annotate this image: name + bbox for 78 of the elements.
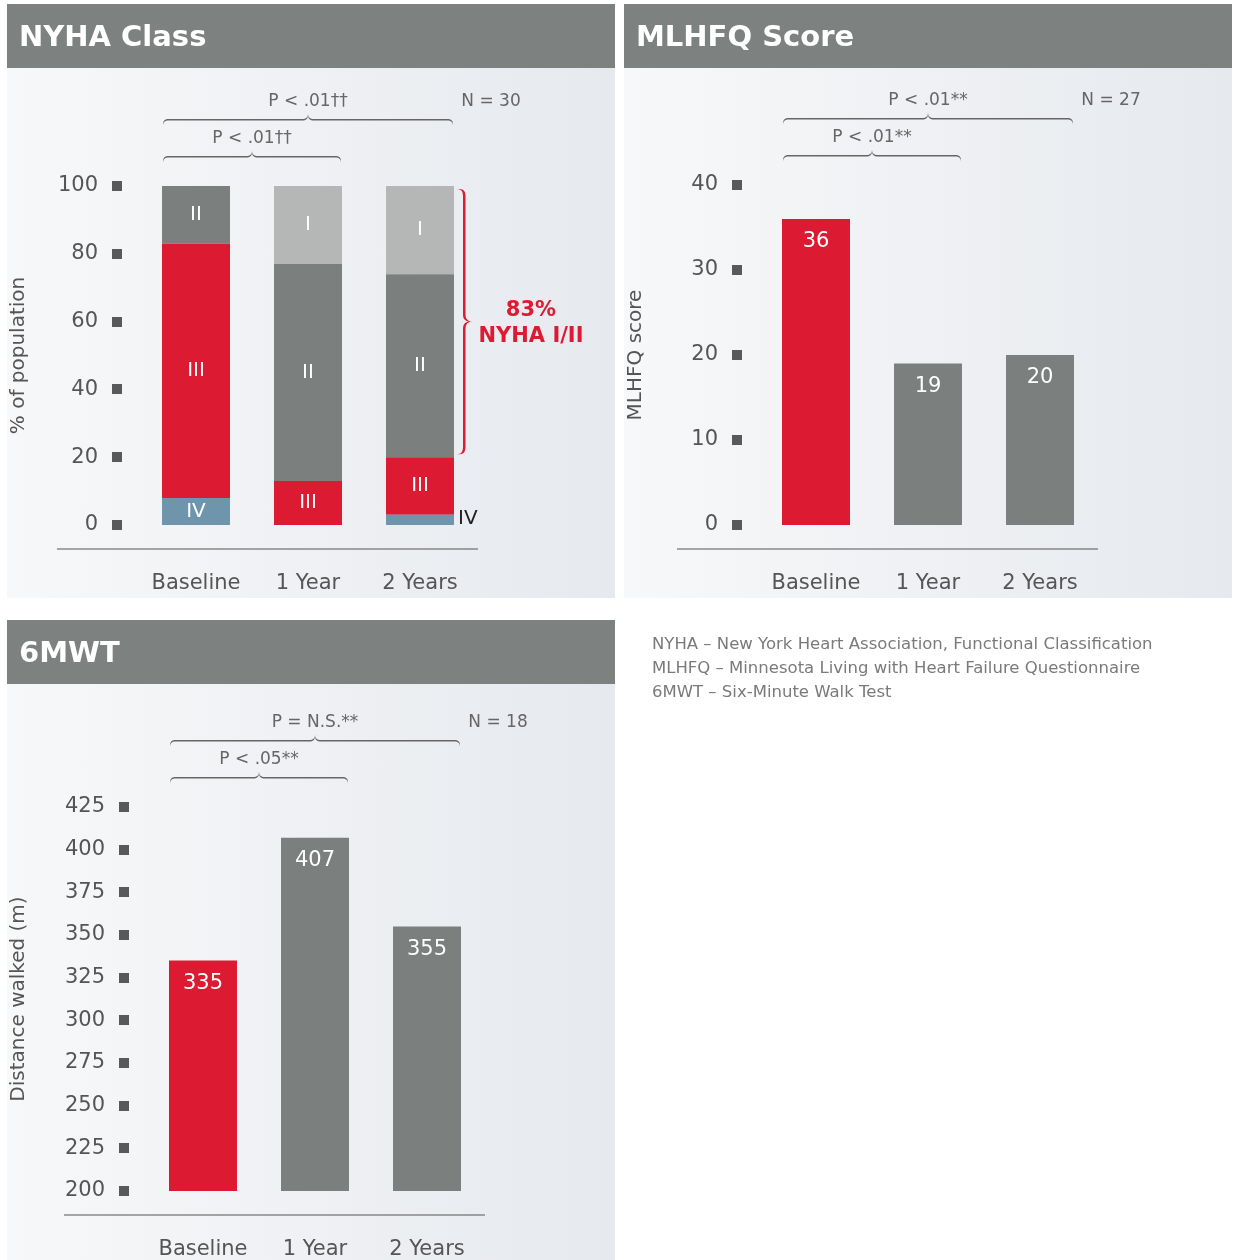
y-tick-label: 400 xyxy=(64,836,105,861)
y-axis-title: MLHFQ score xyxy=(622,289,647,421)
text: 6MWT – Six-Minute Walk Test xyxy=(652,681,893,703)
y-tick-label: 40 xyxy=(691,171,718,196)
data-label: 20 xyxy=(1026,364,1054,389)
text: P < .01** xyxy=(832,126,912,146)
data-label: 36 xyxy=(802,228,830,253)
bar xyxy=(386,186,454,275)
y-tick-label: 250 xyxy=(64,1092,105,1117)
bar xyxy=(386,457,454,515)
y-tick-label: 0 xyxy=(704,511,718,536)
y-tick-label: 300 xyxy=(64,1006,105,1031)
text: NYHA – New York Heart Association, Functional Classification xyxy=(652,633,1153,655)
bar xyxy=(782,219,850,525)
text: P < .01** xyxy=(888,89,968,109)
y-tick-label: 20 xyxy=(691,341,718,366)
text: III xyxy=(187,356,205,381)
bar xyxy=(386,514,454,525)
bar xyxy=(274,263,342,481)
series-label: II xyxy=(190,201,202,226)
y-tick-label: 200 xyxy=(64,1177,105,1202)
x-tick-label: 2 Years xyxy=(389,1236,465,1260)
x-tick-label: 2 Years xyxy=(1002,570,1078,595)
text: III xyxy=(411,472,429,497)
y-tick-label: 30 xyxy=(691,256,718,281)
y-tick-label: 0 xyxy=(84,511,98,536)
y-tick-label: 10 xyxy=(691,426,718,451)
series-label: I xyxy=(305,211,311,236)
data-label: 407 xyxy=(294,847,336,872)
y-tick-label: 325 xyxy=(64,964,105,989)
y-axis-title: Distance walked (m) xyxy=(5,896,30,1102)
bar xyxy=(274,480,342,525)
text: II xyxy=(302,358,314,383)
series-label: III xyxy=(299,489,317,514)
chart-title: 6MWT xyxy=(7,620,615,684)
y-tick-label: 20 xyxy=(71,443,98,468)
x-tick-label: Baseline xyxy=(771,570,861,595)
y-axis-title: % of population xyxy=(5,276,30,435)
y-tick-label: 375 xyxy=(64,878,105,903)
chart-title: MLHFQ Score xyxy=(624,4,1232,68)
text: II xyxy=(414,351,426,376)
text: N = 27 xyxy=(1081,89,1141,109)
bar xyxy=(386,274,454,458)
bar xyxy=(162,243,230,498)
y-tick-label: 40 xyxy=(71,375,98,400)
x-tick-label: Baseline xyxy=(151,570,241,595)
x-tick-label: Baseline xyxy=(158,1236,248,1260)
x-tick-label: 1 Year xyxy=(895,570,961,595)
bar xyxy=(894,363,962,525)
text: MLHFQ – Minnesota Living with Heart Failure Questionnaire xyxy=(652,657,1142,679)
x-tick-label: 1 Year xyxy=(282,1236,348,1260)
x-tick-label: 2 Years xyxy=(382,570,458,595)
bar xyxy=(274,186,342,264)
chart-title: NYHA Class xyxy=(7,4,615,68)
y-tick-label: 350 xyxy=(64,921,105,946)
text: N = 30 xyxy=(461,90,521,110)
text: I xyxy=(417,216,423,241)
text: N = 18 xyxy=(468,711,528,731)
series-label: IV xyxy=(186,497,207,522)
x-tick-label: 1 Year xyxy=(275,570,341,595)
y-tick-label: 100 xyxy=(57,172,98,197)
y-tick-label: 425 xyxy=(64,793,105,818)
y-tick-label: 60 xyxy=(71,308,98,333)
data-label: 19 xyxy=(914,372,942,397)
data-label: 335 xyxy=(182,970,224,995)
y-tick-label: 275 xyxy=(64,1049,105,1074)
bar xyxy=(162,497,230,525)
y-tick-label: 80 xyxy=(71,240,98,265)
text: P < .01†† xyxy=(212,127,292,147)
text: 83% NYHA I/II xyxy=(477,295,585,348)
text: P < .05** xyxy=(219,748,299,768)
data-label: 355 xyxy=(406,935,448,960)
text: P < .01†† xyxy=(268,90,348,110)
bar xyxy=(162,186,230,244)
text: IV xyxy=(457,505,478,530)
text: P = N.S.** xyxy=(271,711,359,731)
y-tick-label: 225 xyxy=(64,1134,105,1159)
bar xyxy=(1006,355,1074,525)
